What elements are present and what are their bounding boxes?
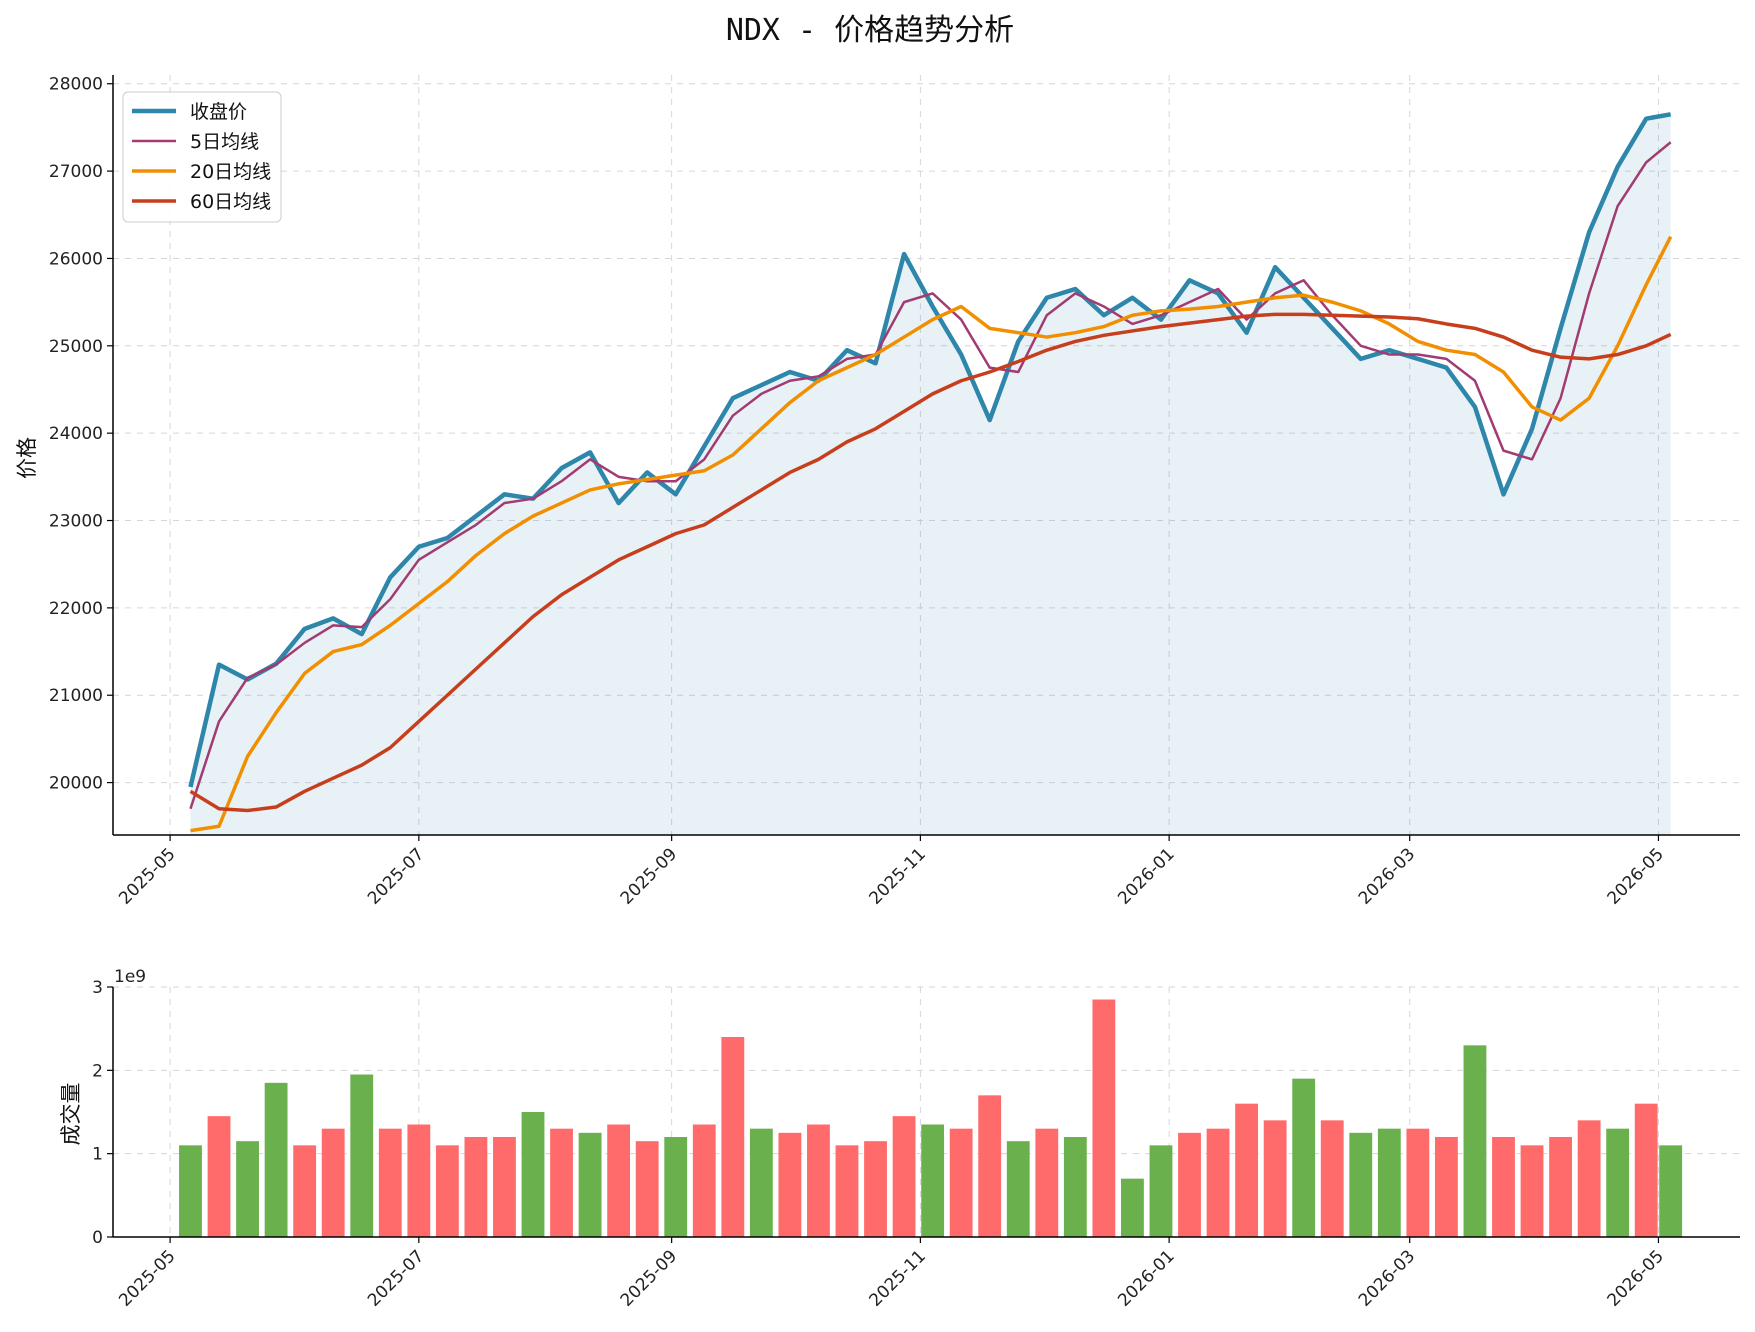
volume-x-tick-label: 2025-11 [866, 1246, 930, 1310]
volume-bar [207, 1116, 231, 1237]
volume-bar [1520, 1145, 1544, 1237]
volume-bar [1263, 1120, 1287, 1237]
price-y-tick-label: 28000 [49, 75, 103, 95]
volume-bar [1092, 999, 1116, 1237]
volume-bar [978, 1095, 1002, 1237]
legend-frame [122, 91, 282, 223]
legend-label-3: 60日均线 [190, 191, 271, 213]
volume-bar [321, 1128, 345, 1237]
volume-bar [378, 1128, 402, 1237]
legend-label-1: 5日均线 [190, 131, 259, 153]
volume-bars [179, 999, 1683, 1237]
volume-bar [578, 1132, 602, 1237]
volume-x-tick-label: 2026-03 [1355, 1246, 1419, 1310]
volume-bar [607, 1124, 631, 1237]
price-x-tick-label: 2026-01 [1114, 844, 1178, 908]
volume-x-tick-label: 2026-01 [1114, 1246, 1178, 1310]
volume-x-tick-label: 2025-09 [617, 1246, 681, 1310]
volume-bar [236, 1141, 259, 1237]
chart-title: NDX - 价格趋势分析 [726, 13, 1014, 48]
volume-bar [521, 1112, 545, 1237]
price-x-tick-label: 2025-11 [866, 844, 930, 908]
price-x-tick-label: 2025-05 [115, 844, 179, 908]
volume-bar [464, 1137, 488, 1237]
price-x-tick-label: 2026-05 [1604, 844, 1668, 908]
volume-bar [635, 1141, 659, 1237]
volume-bar [778, 1132, 802, 1237]
price-y-axis-label: 价格 [15, 437, 39, 479]
price-y-tick-label: 23000 [49, 512, 103, 532]
volume-bar [664, 1137, 688, 1237]
volume-bar [1121, 1178, 1144, 1237]
price-y-tick-label: 26000 [49, 249, 103, 269]
price-x-tick-label: 2025-09 [617, 844, 681, 908]
volume-bar [1634, 1103, 1658, 1237]
volume-bar [1549, 1137, 1572, 1237]
legend-label-2: 20日均线 [190, 161, 271, 183]
volume-bar [1577, 1120, 1601, 1237]
volume-bar [1292, 1078, 1316, 1237]
legend-label-0: 收盘价 [190, 101, 247, 123]
series-line-2 [190, 235, 1673, 833]
volume-bar [407, 1124, 431, 1237]
volume-x-tick-label: 2025-05 [115, 1246, 179, 1310]
volume-bar [264, 1082, 288, 1237]
volume-bar [1178, 1132, 1201, 1237]
volume-bar [435, 1145, 459, 1237]
volume-bar [921, 1124, 945, 1237]
volume-bar [807, 1124, 830, 1237]
volume-bar [1035, 1128, 1059, 1237]
legend: 收盘价 5日均线 20日均线 60日均线 [122, 91, 282, 223]
volume-y-tick-label: 0 [92, 1228, 103, 1248]
price-x-tick-label: 2026-03 [1355, 844, 1419, 908]
volume-bar [493, 1137, 516, 1237]
volume-bar [721, 1037, 745, 1237]
volume-bar [1406, 1128, 1430, 1237]
series-line-3 [189, 312, 1672, 813]
price-series [188, 112, 1673, 833]
volume-bar [550, 1128, 573, 1237]
volume-bar [835, 1145, 859, 1237]
volume-y-tick-label: 2 [92, 1061, 103, 1081]
volume-bar [1659, 1145, 1683, 1237]
volume-bar [1463, 1045, 1487, 1237]
volume-bar [1349, 1132, 1373, 1237]
volume-bar [350, 1074, 374, 1237]
volume-bar [892, 1116, 916, 1237]
price-x-tick-label: 2025-07 [364, 844, 428, 908]
price-y-tick-label: 24000 [49, 424, 103, 444]
price-y-tick-label: 21000 [49, 686, 103, 706]
volume-bar [1492, 1137, 1515, 1237]
volume-offset-label: 1e9 [114, 967, 146, 987]
volume-y-axis-label: 成交量 [59, 1083, 83, 1146]
series-line-0 [188, 112, 1672, 788]
volume-bar [1149, 1145, 1173, 1237]
price-y-tick-label: 22000 [49, 599, 103, 619]
volume-bar [864, 1141, 887, 1237]
volume-bar [1434, 1137, 1458, 1237]
volume-x-tick-label: 2025-07 [364, 1246, 428, 1310]
volume-bar [179, 1145, 202, 1237]
volume-bar [749, 1128, 773, 1237]
volume-bar [1606, 1128, 1630, 1237]
series-line-1 [189, 141, 1672, 810]
price-y-tick-label: 25000 [49, 337, 103, 357]
price-y-tick-label: 20000 [49, 774, 103, 794]
volume-bar [692, 1124, 716, 1237]
volume-bar [1235, 1103, 1259, 1237]
volume-y-tick-label: 3 [92, 978, 103, 998]
volume-bar [1320, 1120, 1344, 1237]
volume-y-tick-label: 1 [92, 1145, 103, 1165]
volume-bar [1006, 1141, 1030, 1237]
volume-bar [293, 1145, 317, 1237]
volume-bar [1377, 1128, 1401, 1237]
volume-bar [949, 1128, 973, 1237]
volume-x-tick-label: 2026-05 [1604, 1246, 1668, 1310]
price-y-tick-label: 27000 [49, 162, 103, 182]
volume-bar [1063, 1137, 1087, 1237]
volume-bar [1206, 1128, 1230, 1237]
